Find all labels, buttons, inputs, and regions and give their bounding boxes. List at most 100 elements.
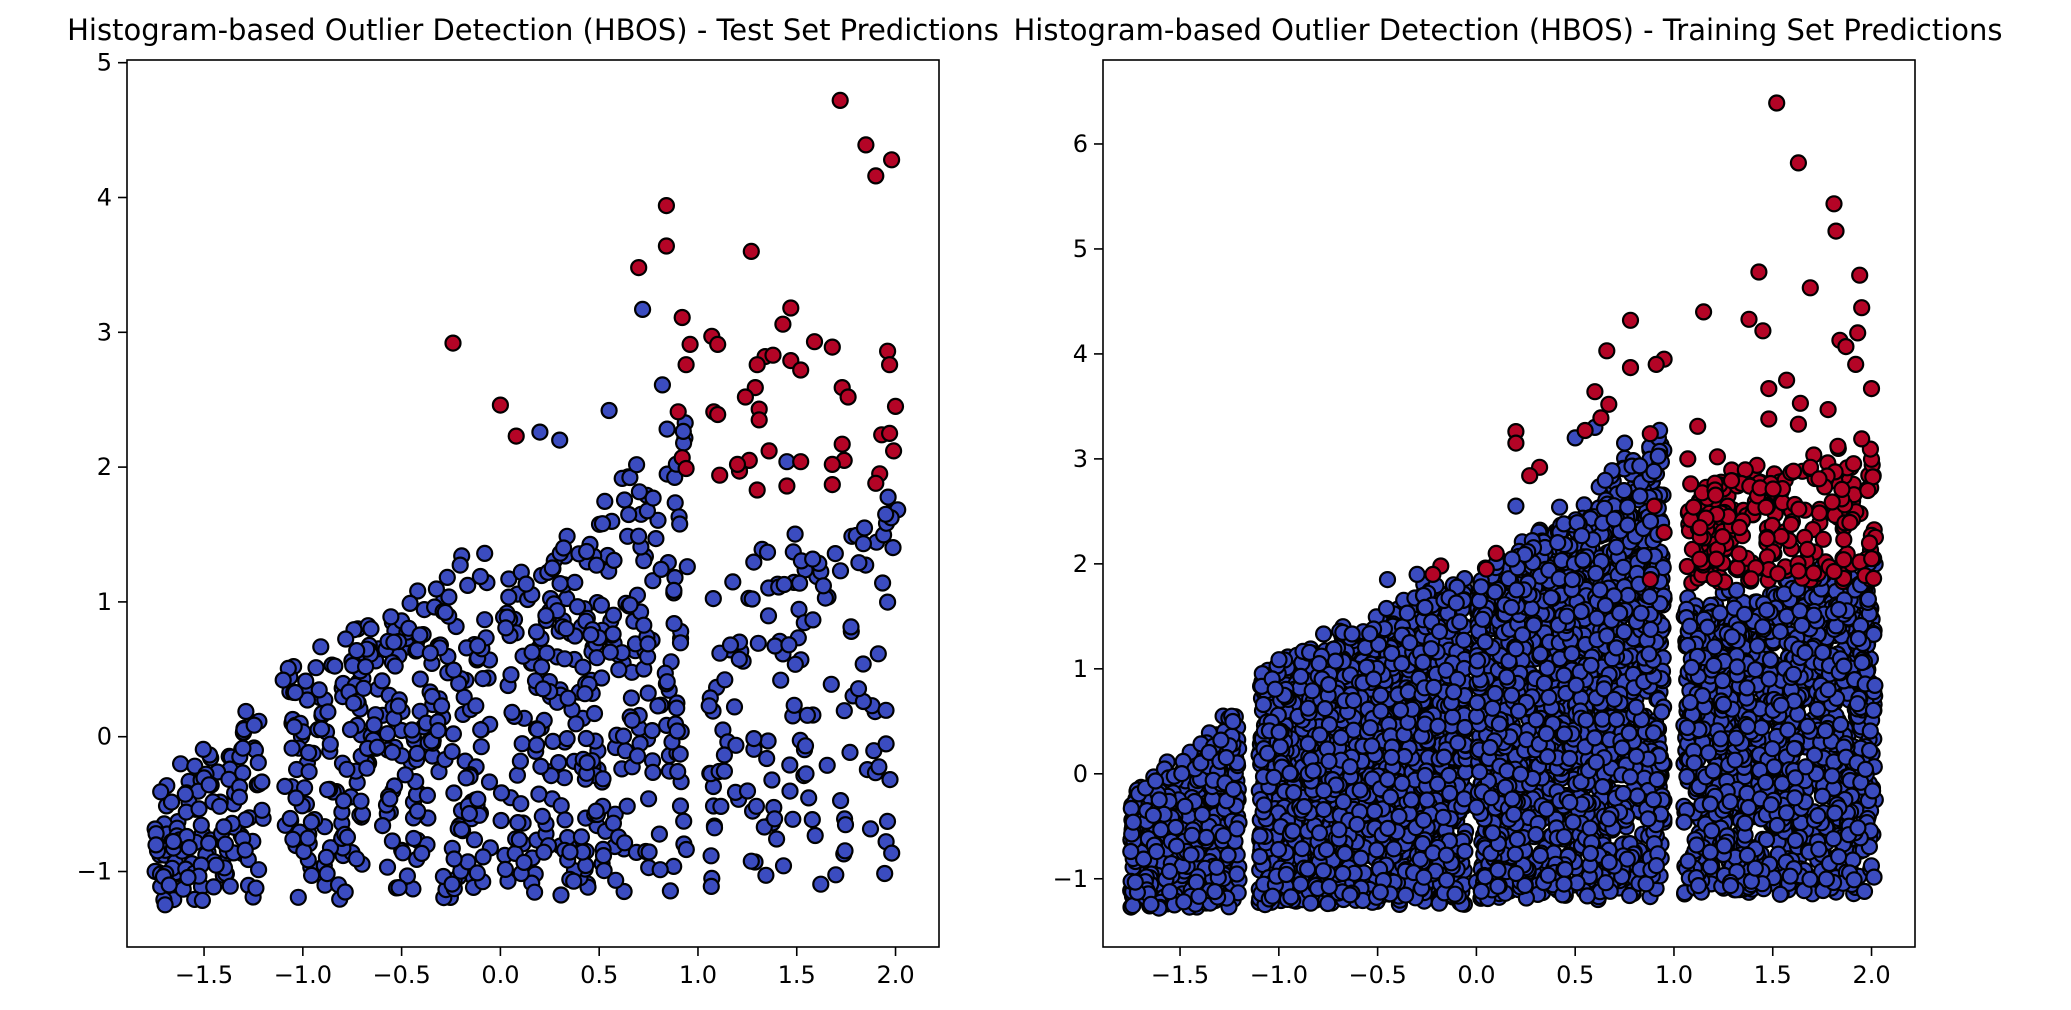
training-inlier-point (1372, 702, 1390, 720)
test-inlier-point (651, 861, 669, 879)
test-inlier-point (644, 763, 662, 782)
test-inlier-point (702, 847, 720, 865)
test-inlier-point (411, 626, 429, 644)
test-inlier-point (474, 669, 492, 688)
test-inlier-point (453, 820, 471, 839)
test-inlier-point (497, 619, 515, 637)
test-inlier-point (180, 838, 198, 857)
test-inlier-point (537, 606, 555, 625)
training-inlier-point (1285, 783, 1303, 802)
test-inlier-point (781, 782, 799, 800)
test-inlier-point (386, 657, 404, 675)
test-outlier-point (833, 435, 851, 453)
test-inlier-point (413, 844, 431, 863)
training-inlier-point (1310, 654, 1328, 673)
test-inlier-point (831, 562, 850, 580)
test-outlier-point (886, 397, 905, 415)
test-inlier-point (512, 795, 530, 813)
test-inlier-point (668, 722, 686, 740)
test-inlier-point (312, 720, 331, 738)
test-inlier-point (341, 720, 360, 739)
test-inlier-point (451, 556, 469, 574)
test-inlier-point (725, 698, 744, 716)
training-inlier-point (1187, 873, 1205, 891)
test-inlier-point (357, 658, 375, 676)
test-inlier-point (319, 781, 337, 799)
test-inlier-point (757, 866, 775, 884)
training-inlier-point (1122, 842, 1140, 861)
test-inlier-point (557, 620, 575, 638)
training-inlier-point (1361, 719, 1379, 737)
test-inlier-point (551, 431, 569, 449)
test-inlier-point (535, 843, 553, 861)
test-inlier-point (164, 832, 182, 851)
test-inlier-point (784, 810, 802, 828)
test-inlier-point (674, 422, 692, 440)
test-inlier-point (671, 634, 690, 652)
training-inlier-point (1326, 652, 1345, 670)
test-inlier-point (152, 783, 170, 801)
test-outlier-point (681, 335, 699, 353)
test-inlier-point (317, 848, 335, 866)
test-inlier-point (618, 797, 636, 815)
test-inlier-point (523, 643, 541, 661)
test-inlier-point (374, 816, 392, 835)
test-inlier-point (527, 623, 546, 641)
test-inlier-point (652, 560, 670, 579)
test-inlier-point (543, 559, 561, 577)
training-inlier-point (1142, 895, 1160, 913)
training-inlier-point (1224, 712, 1242, 731)
test-inlier-point (747, 797, 766, 815)
test-inlier-point (767, 830, 786, 848)
training-inlier-point (1393, 654, 1411, 673)
test-inlier-point (389, 697, 407, 715)
test-outlier-point (669, 403, 687, 421)
test-inlier-point (842, 618, 860, 636)
test-inlier-point (668, 699, 686, 717)
test-inlier-point (574, 658, 592, 676)
test-inlier-point (614, 727, 633, 745)
test-inlier-point (445, 850, 463, 868)
test-inlier-point (700, 697, 718, 715)
test-inlier-point (804, 550, 822, 568)
test-inlier-point (378, 858, 397, 876)
training-inlier-point (1430, 622, 1449, 641)
test-inlier-point (335, 792, 353, 810)
test-inlier-point (870, 758, 888, 776)
training-chart-title: Histogram-based Outlier Detection (HBOS)… (1013, 13, 2002, 47)
test-inlier-point (394, 844, 412, 862)
test-inlier-point (878, 812, 897, 831)
test-inlier-point (381, 790, 399, 808)
training-inlier-point (1365, 802, 1384, 820)
test-inlier-point (841, 743, 859, 762)
training-inlier-point (1228, 865, 1246, 883)
training-inlier-point (1449, 734, 1467, 752)
test-inlier-point (457, 769, 475, 787)
test-inlier-point (492, 811, 510, 830)
test-x-tick-label: −1.5 (175, 961, 233, 989)
training-inlier-point (1124, 813, 1142, 831)
test-outlier-point (823, 476, 841, 494)
training-inlier-point (1371, 883, 1389, 901)
test-inlier-point (465, 831, 484, 849)
test-inlier-point (469, 790, 487, 808)
test-inlier-point (877, 505, 895, 523)
test-inlier-point (510, 830, 528, 849)
test-inlier-point (321, 735, 339, 753)
test-inlier-point (253, 773, 271, 791)
test-inlier-point (368, 738, 386, 756)
test-inlier-point (595, 861, 613, 880)
test-inlier-point (658, 673, 676, 691)
test-inlier-point (467, 697, 485, 715)
training-inlier-point (1416, 598, 1434, 617)
test-inlier-point (577, 542, 596, 561)
training-inlier-point (1332, 728, 1350, 747)
training-inlier-point (1319, 894, 1337, 913)
test-inlier-point (727, 736, 745, 754)
test-inlier-point (556, 811, 574, 829)
test-x-tick-label: 1.0 (679, 961, 717, 989)
test-inlier-point (879, 488, 897, 506)
test-outlier-point (750, 411, 768, 429)
test-inlier-point (677, 840, 695, 859)
